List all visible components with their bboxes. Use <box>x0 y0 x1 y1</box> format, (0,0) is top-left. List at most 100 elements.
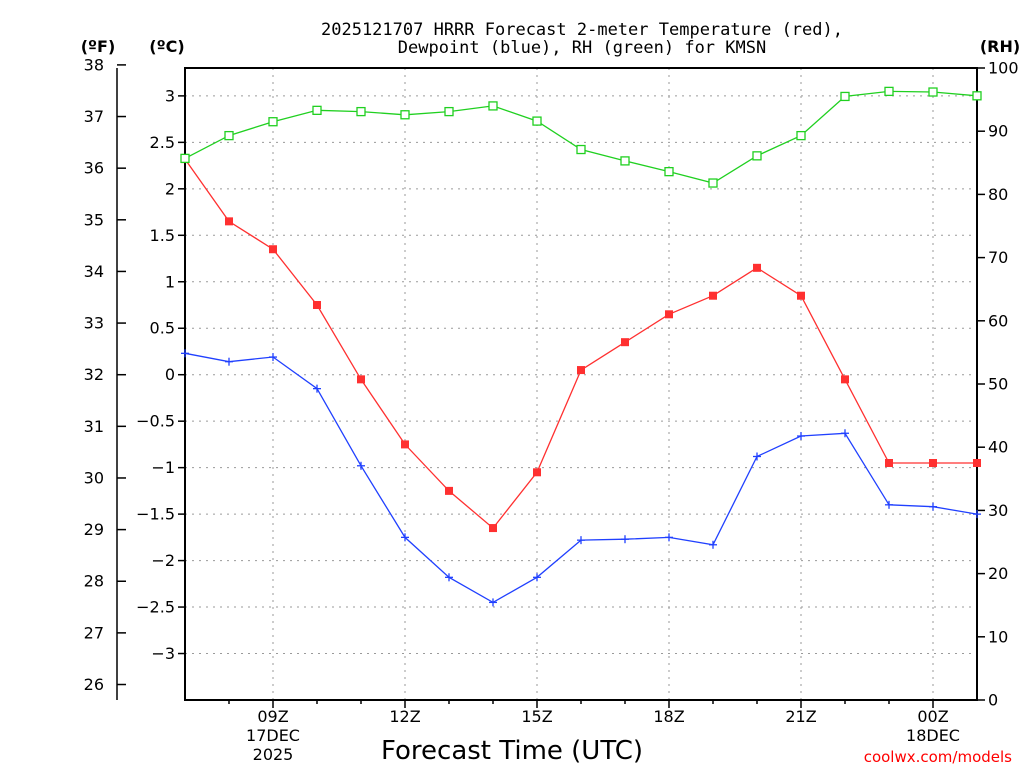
temperature-point <box>489 524 497 533</box>
rh-point <box>180 153 190 164</box>
tick-label-f: 28 <box>84 572 104 591</box>
rh-point <box>576 144 586 155</box>
tick-label-rh: 100 <box>988 59 1019 78</box>
rh-point <box>752 151 762 161</box>
dewpoint-point <box>665 533 673 542</box>
plot-frame <box>184 67 978 701</box>
rh-point <box>224 130 234 141</box>
rh-point <box>840 91 850 102</box>
rh-axis-label: (RH) <box>980 37 1020 56</box>
tick-label-rh: 10 <box>988 627 1008 646</box>
tick-label-f: 36 <box>84 159 104 178</box>
temperature-point <box>929 459 937 467</box>
tick-label-f: 27 <box>84 623 104 642</box>
temperature-point <box>225 217 233 226</box>
dewpoint-point <box>445 573 453 582</box>
tick-label-f: 29 <box>84 520 104 539</box>
tick-label-rh: 50 <box>988 375 1008 394</box>
dewpoint-point <box>885 500 893 509</box>
tick-label-c: −1.5 <box>136 505 175 524</box>
temperature-point <box>313 301 321 309</box>
temperature-point <box>269 245 277 254</box>
tick-label-x: 00Z <box>917 707 948 726</box>
chart-title-line-1: 2025121707 HRRR Forecast 2-meter Tempera… <box>321 20 843 40</box>
dewpoint-point <box>577 536 585 545</box>
tick-label-f: 30 <box>84 468 104 487</box>
tick-sublabel-x: 2025 <box>253 745 294 764</box>
tick-label-c: 1 <box>165 272 175 291</box>
dewpoint-point <box>973 510 981 519</box>
tick-label-f: 33 <box>84 314 104 333</box>
rh-point <box>444 106 454 117</box>
rh-point <box>708 178 718 188</box>
tick-label-rh: 30 <box>988 501 1008 520</box>
tick-sublabel-x: 17DEC <box>246 726 300 745</box>
tick-label-f: 37 <box>84 107 104 126</box>
tick-label-rh: 20 <box>988 564 1008 583</box>
fahrenheit-axis-label: (ºF) <box>81 37 116 56</box>
dewpoint-point <box>401 533 409 542</box>
tick-label-rh: 40 <box>988 438 1008 457</box>
tick-label-c: 0 <box>165 365 175 384</box>
source-credit: coolwx.com/models <box>864 748 1012 766</box>
temperature-point <box>841 375 849 384</box>
tick-label-c: −1 <box>151 458 175 477</box>
temperature-point <box>753 263 761 272</box>
temperature-point <box>533 468 541 477</box>
rh-point <box>972 91 982 101</box>
rh-line <box>184 90 978 184</box>
tick-sublabel-x: 18DEC <box>906 726 960 745</box>
tick-label-f: 34 <box>84 262 104 281</box>
rh-point <box>664 166 674 177</box>
dewpoint-point <box>181 349 189 358</box>
rh-point <box>400 110 410 120</box>
dewpoint-point <box>797 432 805 441</box>
dewpoint-line <box>184 352 978 604</box>
temperature-point <box>357 375 365 384</box>
dewpoint-point <box>841 429 849 438</box>
dewpoint-point <box>225 357 233 366</box>
tick-label-x: 12Z <box>389 707 420 726</box>
temperature-point <box>445 486 453 495</box>
tick-label-x: 09Z <box>257 707 288 726</box>
grid-lines <box>185 68 977 700</box>
chart-title-line-2: Dewpoint (blue), RH (green) for KMSN <box>398 38 766 58</box>
rh-point <box>312 105 322 115</box>
axis-ticks: −3 −2.5 −2 −1.5 −1 −0.5 0 0.5 1 1.5 2 2.5 3 26 27 28 29 3… <box>84 55 1019 764</box>
rh-point <box>796 130 806 141</box>
tick-label-c: 2.5 <box>150 133 175 152</box>
temperature-point <box>577 366 585 375</box>
dewpoint-point <box>313 384 321 393</box>
tick-label-x: 21Z <box>785 707 816 726</box>
rh-point <box>884 86 894 97</box>
dewpoint-point <box>533 573 541 582</box>
tick-label-f: 38 <box>84 55 104 74</box>
tick-label-c: 2 <box>165 179 175 198</box>
tick-label-rh: 70 <box>988 248 1008 267</box>
x-axis-title: Forecast Time (UTC) <box>381 736 643 766</box>
dewpoint-point <box>357 461 365 470</box>
temperature-point <box>973 459 981 467</box>
rh-point <box>356 106 366 117</box>
rh-point <box>928 87 938 97</box>
temperature-point <box>621 338 629 347</box>
tick-label-c: 3 <box>165 86 175 105</box>
tick-label-c: −0.5 <box>136 412 175 431</box>
series-layer <box>180 86 982 607</box>
temperature-line <box>184 158 977 530</box>
tick-label-c: −2.5 <box>136 598 175 617</box>
tick-label-c: 0.5 <box>150 319 175 338</box>
tick-label-f: 35 <box>84 210 104 229</box>
dewpoint-point <box>929 502 937 511</box>
celsius-axis-label: (ºC) <box>149 37 184 56</box>
tick-label-f: 32 <box>84 365 104 384</box>
tick-label-rh: 0 <box>988 691 998 710</box>
tick-label-f: 26 <box>84 675 104 694</box>
tick-label-x: 18Z <box>653 707 684 726</box>
rh-point <box>488 101 498 111</box>
temperature-point <box>709 291 717 300</box>
rh-point <box>532 116 542 126</box>
tick-label-rh: 60 <box>988 311 1008 330</box>
dewpoint-point <box>489 598 497 607</box>
